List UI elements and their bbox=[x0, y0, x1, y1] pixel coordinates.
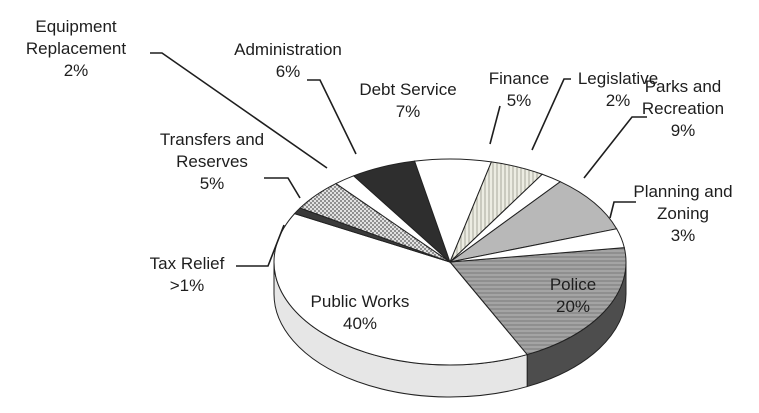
pie-slices bbox=[273, 158, 627, 366]
slice-percent: 5% bbox=[200, 174, 225, 193]
leader-line bbox=[307, 79, 357, 155]
slice-name: Administration bbox=[234, 40, 342, 59]
slice-label: Legislative 2% bbox=[578, 69, 658, 110]
slice-label: Administration 6% bbox=[234, 40, 342, 81]
leader-line bbox=[489, 105, 501, 145]
slice-name: Public Works bbox=[311, 292, 410, 311]
slice-percent: 7% bbox=[396, 102, 421, 121]
slice-name: Zoning bbox=[657, 204, 709, 223]
slice-percent: >1% bbox=[170, 276, 205, 295]
slice-percent: 6% bbox=[276, 62, 301, 81]
leader-line bbox=[236, 224, 285, 267]
slice-labels: Police 20% Public Works 40% Tax Relief >1% Tra… bbox=[26, 17, 733, 333]
pie-slice-police bbox=[448, 247, 627, 356]
slice-label: Finance 5% bbox=[489, 69, 549, 110]
slice-label: Public Works 40% bbox=[311, 292, 410, 333]
slice-percent: 9% bbox=[671, 121, 696, 140]
leader-line bbox=[264, 177, 301, 199]
slice-name: Finance bbox=[489, 69, 549, 88]
leader-line bbox=[609, 201, 636, 219]
slice-percent: 20% bbox=[556, 297, 590, 316]
pie-slice-parks-and-recreation bbox=[449, 181, 618, 263]
slice-label: Planning and Zoning 3% bbox=[633, 182, 732, 245]
slice-name: Recreation bbox=[642, 99, 724, 118]
slice-name: Police bbox=[550, 275, 596, 294]
slice-name: Debt Service bbox=[359, 80, 456, 99]
slice-percent: 2% bbox=[64, 61, 89, 80]
slice-label: Equipment Replacement 2% bbox=[26, 17, 126, 80]
slice-name: Parks and bbox=[645, 77, 722, 96]
slice-percent: 40% bbox=[343, 314, 377, 333]
slice-name: Legislative bbox=[578, 69, 658, 88]
slice-label: Parks and Recreation 9% bbox=[642, 77, 724, 140]
slice-name: Replacement bbox=[26, 39, 126, 58]
slice-name: Reserves bbox=[176, 152, 248, 171]
slice-percent: 3% bbox=[671, 226, 696, 245]
slice-name: Transfers and bbox=[160, 130, 264, 149]
leader-line bbox=[531, 78, 571, 151]
slice-label: Tax Relief >1% bbox=[150, 254, 225, 295]
slice-percent: 5% bbox=[507, 91, 532, 110]
slice-label: Debt Service 7% bbox=[359, 80, 456, 121]
leader-line bbox=[583, 116, 647, 179]
slice-name: Equipment bbox=[35, 17, 117, 36]
slice-percent: 2% bbox=[606, 91, 631, 110]
slice-label: Police 20% bbox=[550, 275, 596, 316]
slice-name: Planning and bbox=[633, 182, 732, 201]
slice-label: Transfers and Reserves 5% bbox=[160, 130, 264, 193]
slice-name: Tax Relief bbox=[150, 254, 225, 273]
leader-line bbox=[150, 52, 328, 169]
pie-slice-planning-and-zoning bbox=[449, 228, 625, 263]
leader-lines bbox=[150, 52, 647, 267]
